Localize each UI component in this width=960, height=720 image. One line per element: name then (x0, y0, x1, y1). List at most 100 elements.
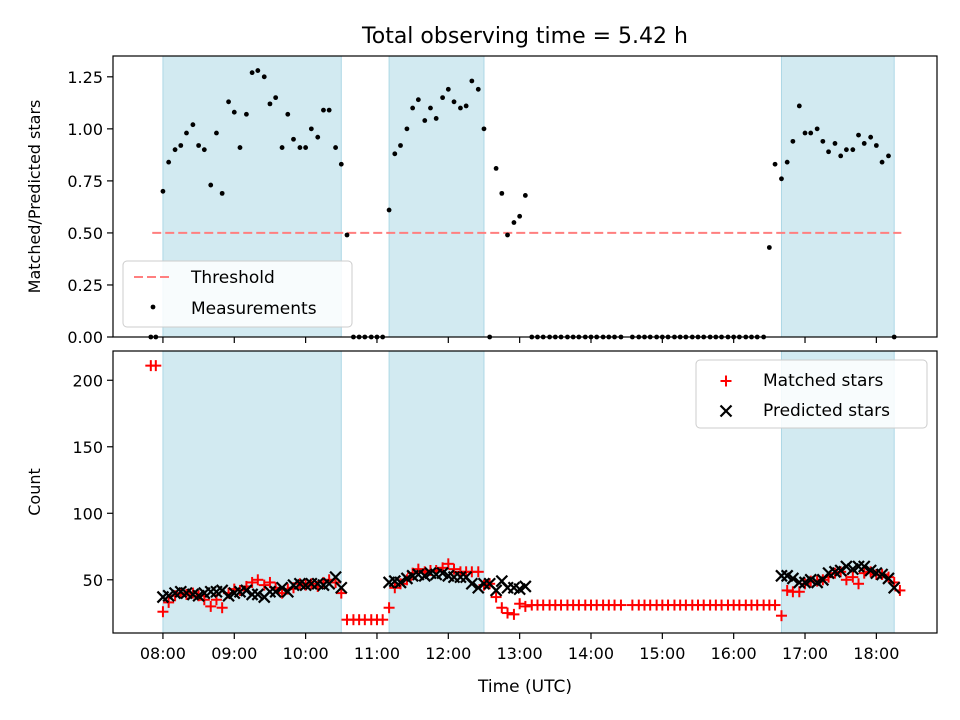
data-point (481, 126, 487, 132)
data-point (163, 596, 175, 608)
data-point (208, 182, 214, 188)
y-tick-label: 0.00 (67, 328, 103, 347)
data-point (879, 159, 885, 165)
data-point (875, 568, 889, 581)
data-point (335, 581, 348, 595)
data-point (344, 232, 350, 238)
data-point (201, 147, 207, 153)
data-point (157, 606, 169, 618)
legend-swatch (720, 375, 732, 387)
data-point (508, 608, 520, 620)
data-point (392, 151, 398, 157)
data-point (517, 213, 523, 219)
data-point (615, 599, 627, 611)
data-point (463, 103, 469, 109)
legend-box (122, 260, 353, 328)
data-point (335, 587, 347, 599)
data-point (511, 220, 517, 225)
counts-panel: 50 100 150 200 08:00 09:00 10:00 11:00 12:00 13:0… (25, 350, 938, 663)
y-tick-label: 0.75 (67, 172, 103, 191)
data-point (252, 574, 264, 586)
y-tick-label: 1.25 (67, 68, 103, 87)
data-point (279, 145, 285, 150)
data-point (172, 147, 178, 153)
data-point (808, 130, 814, 136)
data-point (251, 588, 265, 601)
legend-label: Predicted stars (763, 401, 890, 421)
data-point (178, 143, 184, 148)
data-point (275, 581, 289, 595)
axes-frame (112, 55, 938, 338)
data-point (410, 105, 416, 111)
data-point (472, 566, 484, 578)
x-tick-label: 15:00 (639, 644, 685, 663)
data-point (249, 70, 255, 76)
x-tick-label: 08:00 (140, 644, 186, 663)
data-point (394, 576, 407, 589)
data-point (315, 134, 321, 140)
data-point (269, 585, 282, 599)
data-point (445, 86, 451, 92)
data-point (796, 103, 802, 109)
data-point (428, 105, 433, 111)
shaded-interval (388, 350, 485, 634)
data-point (814, 126, 820, 132)
data-point (237, 145, 243, 150)
series-predicted-stars (156, 560, 901, 604)
data-point (150, 360, 162, 372)
data-point (404, 126, 410, 132)
data-point (888, 576, 900, 588)
data-point (802, 130, 808, 136)
data-point (505, 232, 510, 238)
data-point (184, 130, 189, 136)
data-point (779, 176, 784, 182)
data-point (522, 193, 528, 198)
data-point (465, 577, 479, 591)
data-point (389, 582, 401, 594)
data-point (291, 136, 296, 142)
data-point (850, 147, 856, 153)
data-point (451, 99, 457, 105)
data-point (454, 570, 467, 584)
data-point (412, 563, 424, 575)
legend: Matched stars Predicted stars (695, 359, 928, 429)
legend-threshold-label: Threshold (190, 268, 275, 288)
data-point (458, 105, 463, 111)
y-tick-label: 150 (72, 438, 103, 457)
data-point (415, 97, 421, 103)
data-point (440, 95, 445, 101)
legend-measurements-swatch (150, 304, 156, 310)
data-point (398, 143, 403, 148)
y-tick-label: 0.25 (67, 276, 103, 295)
data-point (448, 563, 460, 575)
data-point (216, 602, 228, 614)
x-tick-label: 17:00 (782, 644, 828, 663)
data-point (489, 584, 503, 597)
y-tick-label: 100 (72, 504, 103, 523)
legend-swatch (719, 404, 733, 418)
x-tick-label: 18:00 (853, 644, 899, 663)
data-point (273, 95, 279, 101)
series-matched-stars (145, 360, 906, 626)
data-point (775, 610, 787, 622)
data-point (887, 581, 901, 595)
data-point (308, 126, 314, 132)
data-point (204, 585, 218, 599)
data-point (490, 591, 502, 603)
data-point (857, 560, 871, 573)
data-point (196, 143, 202, 148)
x-tick-label: 13:00 (497, 644, 543, 663)
data-point (214, 130, 219, 136)
data-point (496, 602, 508, 614)
data-point (784, 159, 790, 165)
data-point (886, 153, 891, 159)
y-axis-label: Count (25, 468, 44, 516)
data-point (493, 166, 499, 171)
data-point (442, 558, 454, 570)
data-point (514, 598, 526, 610)
data-point (786, 572, 800, 585)
data-point (240, 584, 253, 597)
data-point (834, 564, 847, 577)
data-point (261, 74, 267, 80)
